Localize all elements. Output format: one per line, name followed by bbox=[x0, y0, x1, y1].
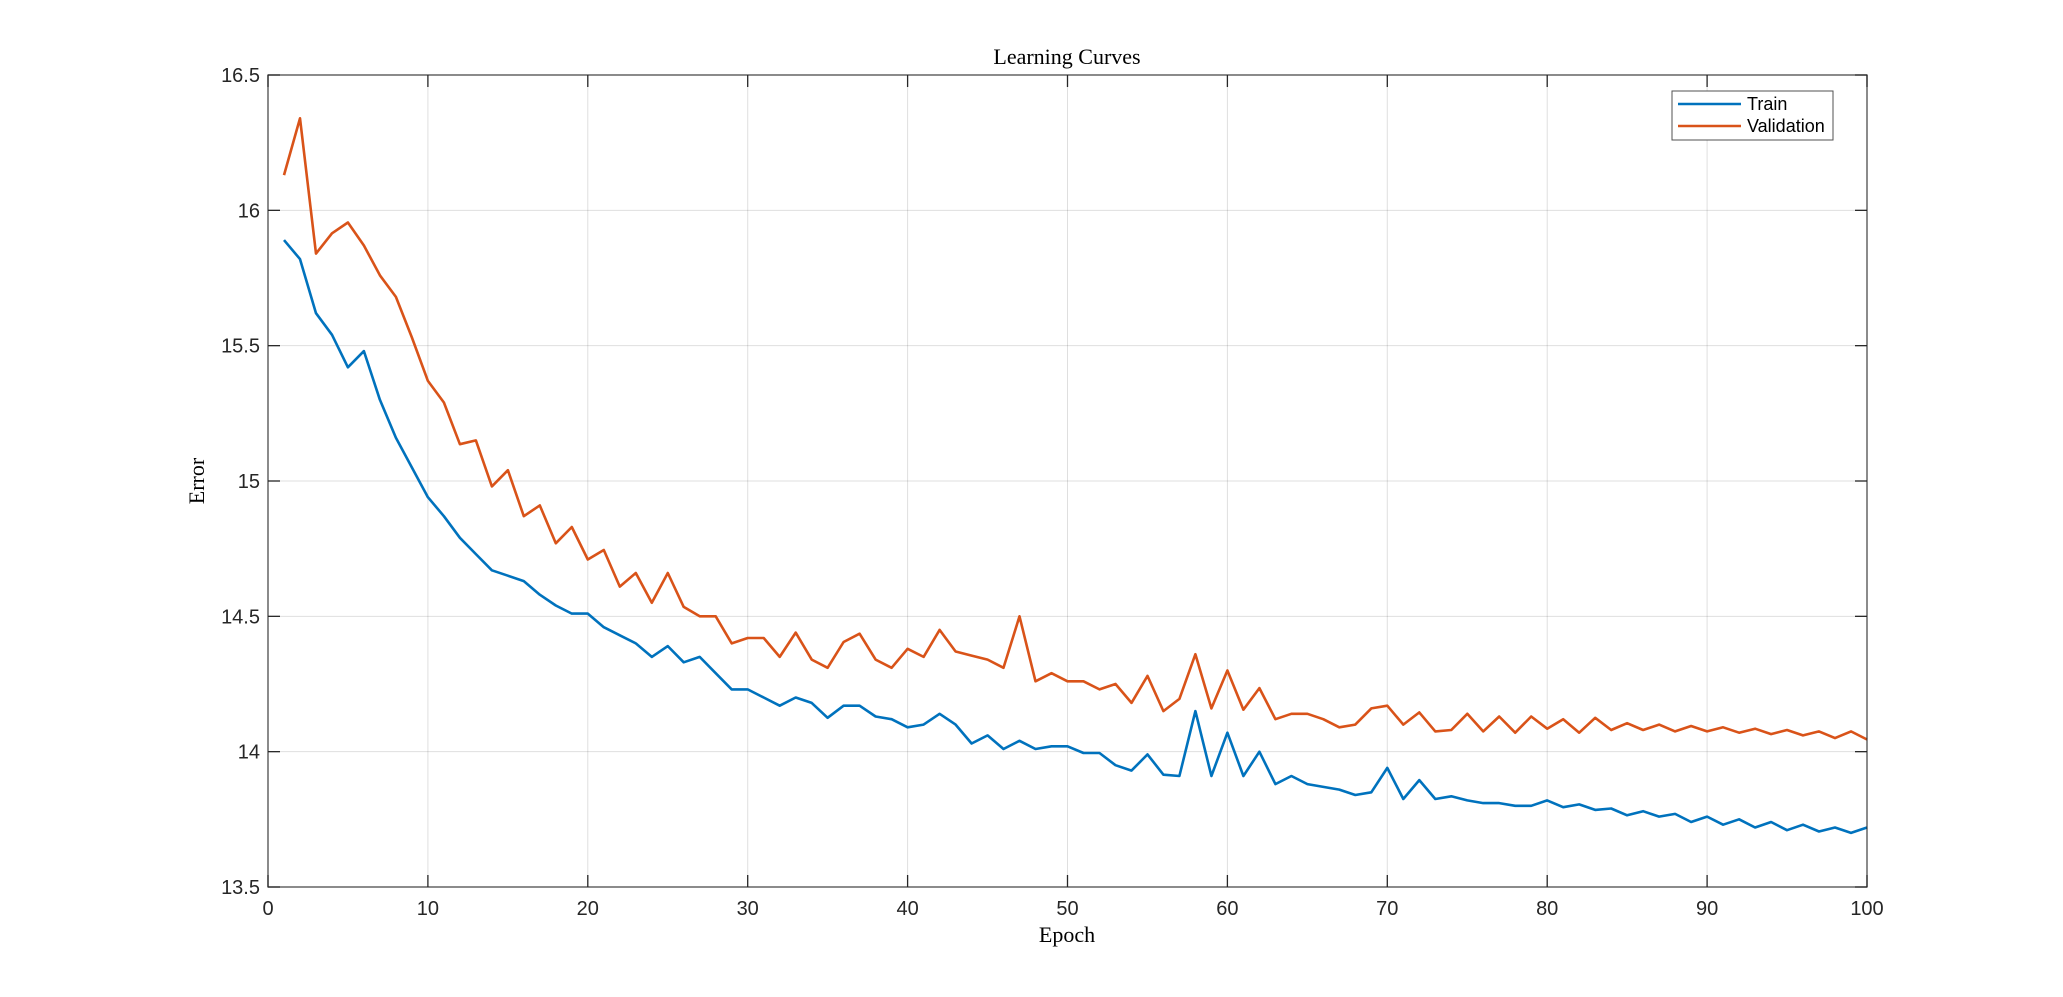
x-tick-label: 10 bbox=[417, 898, 439, 920]
plot-background bbox=[268, 75, 1867, 887]
legend-label-train: Train bbox=[1747, 94, 1787, 114]
y-tick-label: 13.5 bbox=[221, 877, 260, 899]
y-axis-label: Error bbox=[184, 457, 209, 504]
x-axis-label: Epoch bbox=[1039, 922, 1095, 947]
x-tick-label: 70 bbox=[1376, 898, 1398, 920]
series-layer bbox=[282, 117, 1868, 835]
x-tick-label: 90 bbox=[1696, 898, 1718, 920]
x-tick-label: 80 bbox=[1536, 898, 1558, 920]
y-tick-label: 15 bbox=[238, 471, 260, 493]
x-tick-label: 30 bbox=[737, 898, 759, 920]
x-tick-label: 0 bbox=[262, 898, 273, 920]
legend-box bbox=[1671, 90, 1834, 141]
x-tick-label: 100 bbox=[1850, 898, 1883, 920]
y-tick-label: 14.5 bbox=[221, 606, 260, 628]
tick-labels: 0 10 20 30 40 50 60 70 80 90 100 13.5 14 14.5 15 15.5 16… bbox=[221, 65, 1884, 920]
series-line-train bbox=[283, 239, 1868, 835]
x-tick-label: 20 bbox=[577, 898, 599, 920]
chart-title: Learning Curves bbox=[993, 44, 1140, 69]
y-tick-label: 16.5 bbox=[221, 65, 260, 87]
x-tick-label: 60 bbox=[1216, 898, 1238, 920]
y-tick-label: 14 bbox=[238, 742, 260, 764]
legend: Train Validation bbox=[1671, 90, 1834, 141]
series-line-validation bbox=[282, 117, 1868, 741]
y-tick-label: 15.5 bbox=[221, 336, 260, 358]
x-tick-label: 40 bbox=[896, 898, 918, 920]
x-tick-label: 50 bbox=[1056, 898, 1078, 920]
y-tick-label: 16 bbox=[238, 200, 260, 222]
legend-label-validation: Validation bbox=[1747, 116, 1825, 136]
tick-marks bbox=[267, 74, 1868, 888]
